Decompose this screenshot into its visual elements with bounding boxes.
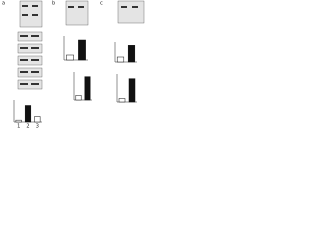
- bar: [66, 54, 74, 61]
- bar: [84, 76, 91, 101]
- panel-label: c: [100, 1, 103, 7]
- bar: [127, 45, 136, 63]
- bar: [75, 95, 82, 101]
- x-tick-label: 2: [26, 124, 29, 130]
- bar: [78, 39, 86, 61]
- panel-label: b: [52, 1, 55, 7]
- x-tick-label: 3: [36, 124, 39, 130]
- bar: [24, 105, 32, 123]
- x-tick-label: 1: [17, 124, 20, 130]
- bar: [15, 119, 22, 123]
- bar: [116, 56, 125, 63]
- bar: [118, 98, 126, 103]
- panel-label: a: [2, 1, 5, 7]
- bar: [34, 116, 41, 123]
- blots: [17, 0, 145, 90]
- bar: [128, 78, 136, 103]
